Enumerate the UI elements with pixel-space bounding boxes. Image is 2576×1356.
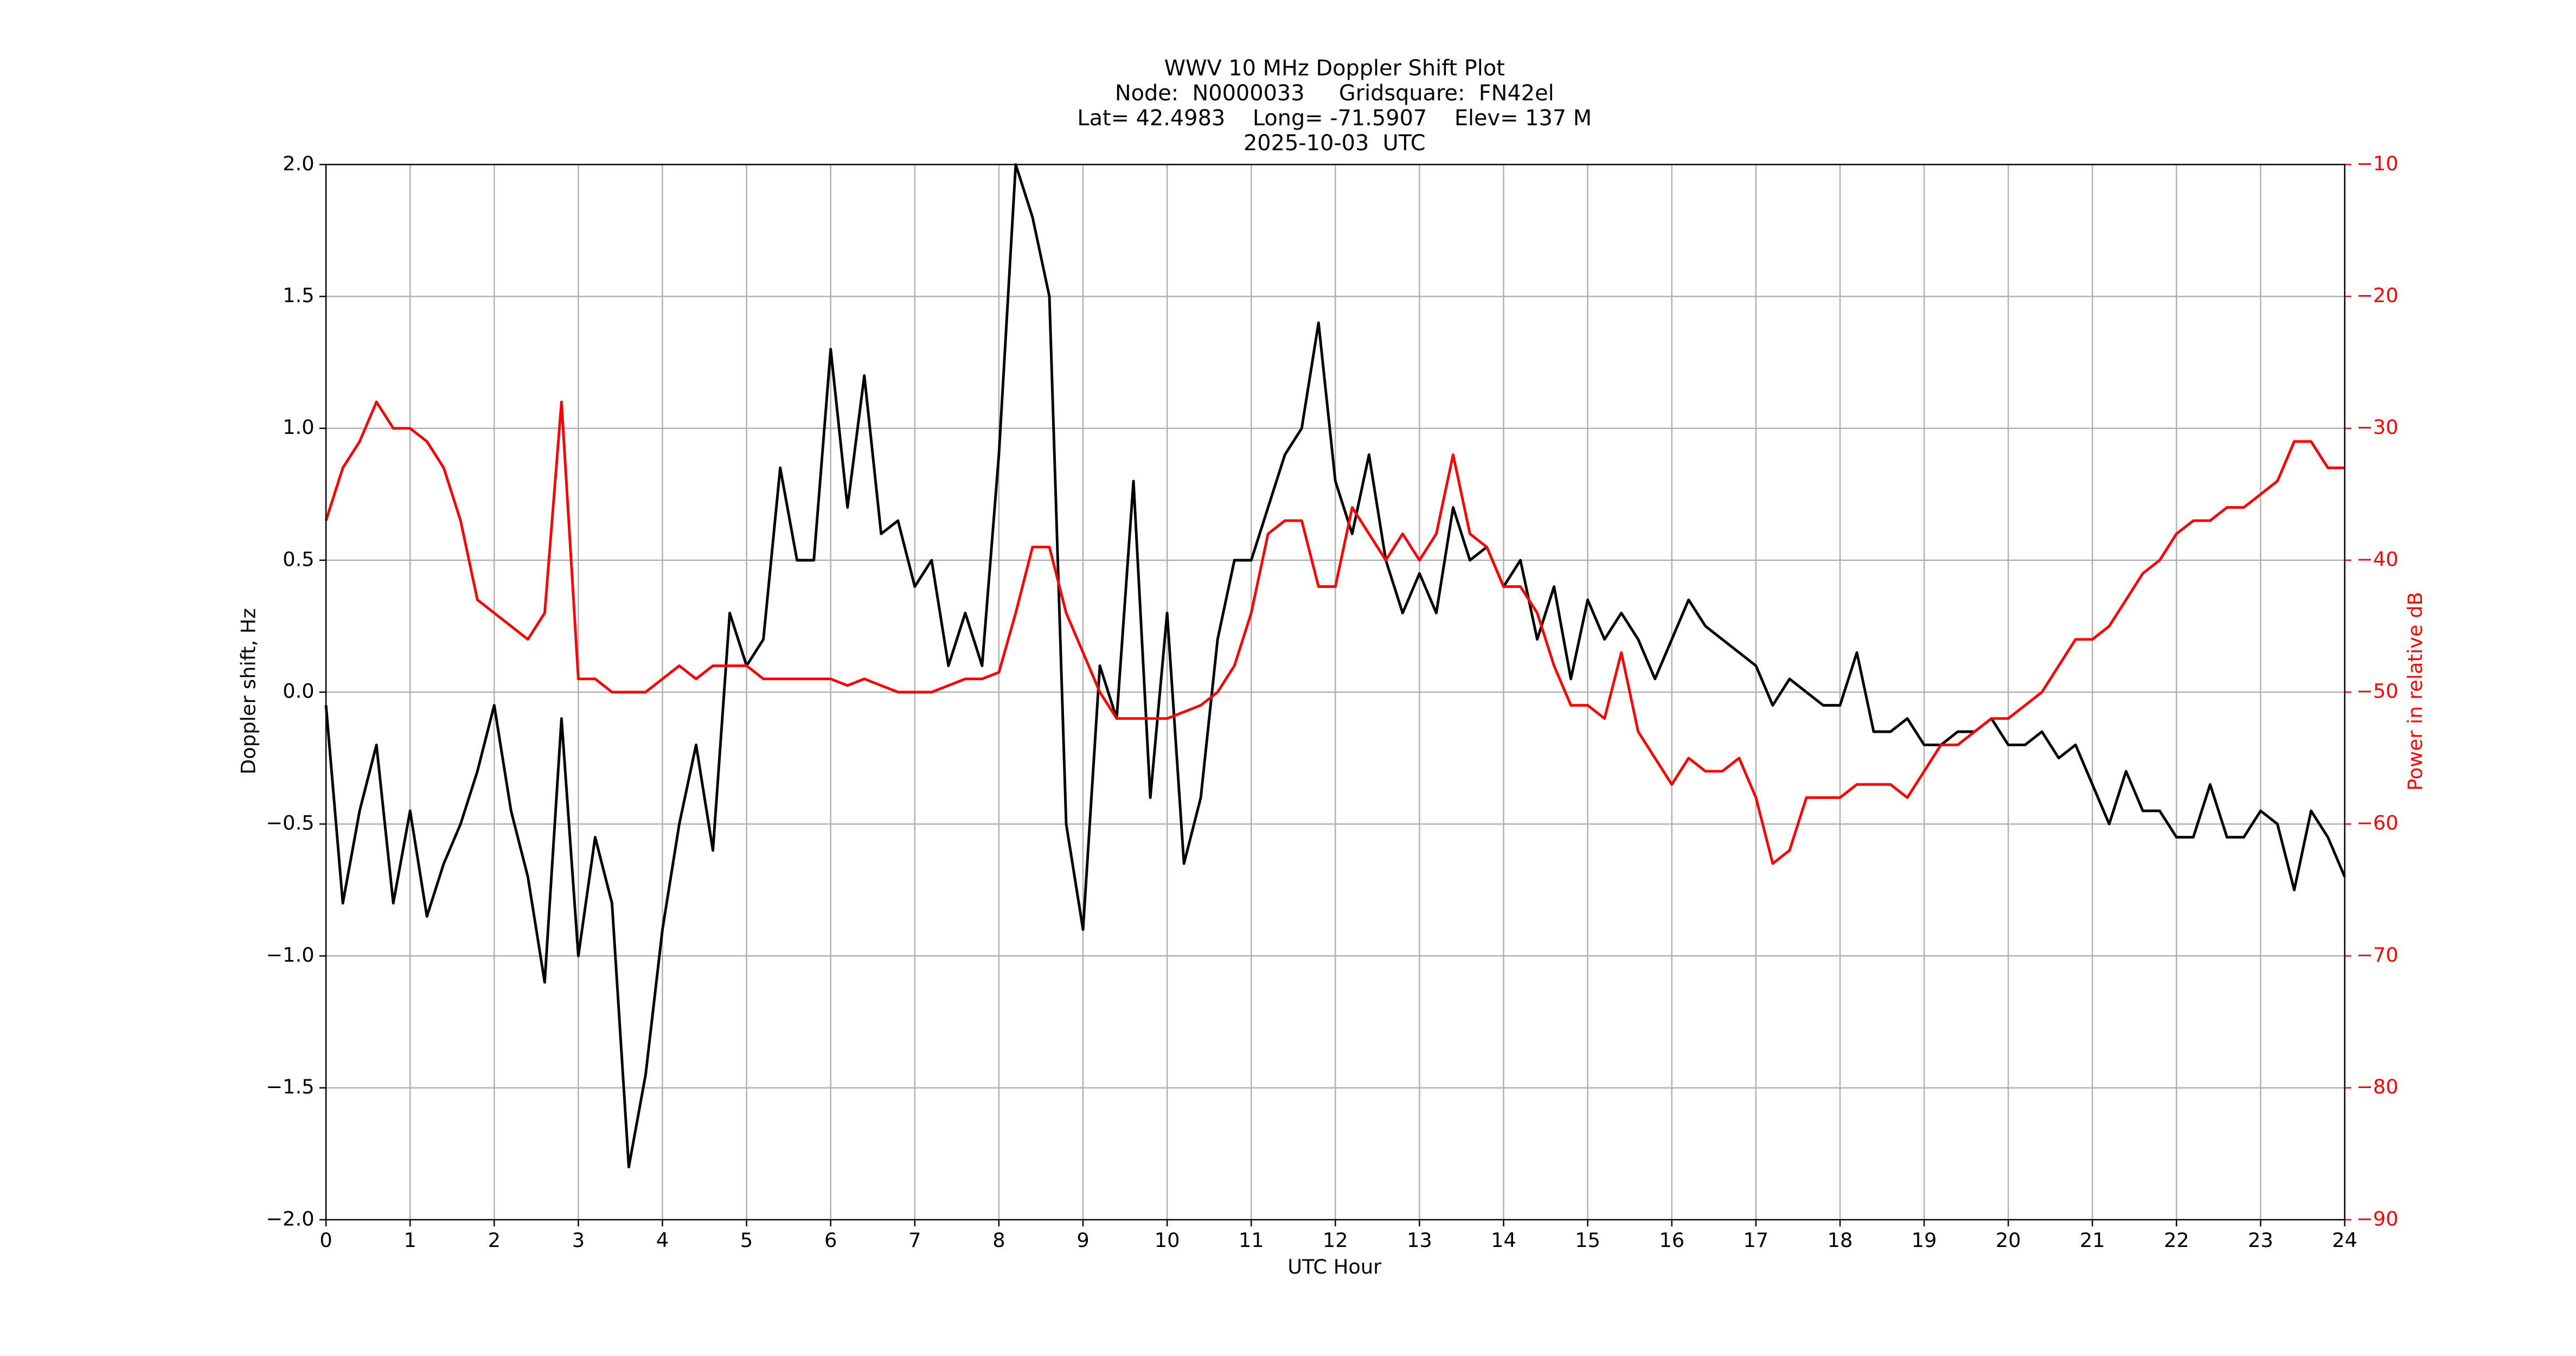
x-tick-label: 11 [1239, 1229, 1264, 1252]
x-tick-label: 6 [824, 1229, 837, 1252]
y-tick-label: −2.0 [266, 1207, 314, 1230]
x-tick-label: 3 [572, 1229, 585, 1252]
x-tick-label: 8 [992, 1229, 1005, 1252]
x-tick-label: 20 [1996, 1229, 2021, 1252]
x-tick-label: 12 [1323, 1229, 1348, 1252]
x-tick-label: 0 [319, 1229, 332, 1252]
x-tick-label: 23 [2248, 1229, 2273, 1252]
x-tick-label: 10 [1155, 1229, 1180, 1252]
x-tick-label: 16 [1659, 1229, 1684, 1252]
x-tick-label: 9 [1076, 1229, 1089, 1252]
y-tick-label: 0.0 [283, 680, 314, 703]
y2-tick-label: −60 [2356, 811, 2399, 835]
y2-axis-label: Power in relative dB [2404, 592, 2427, 791]
x-tick-label: 19 [1912, 1229, 1937, 1252]
plot-frame [325, 164, 2346, 1220]
chart-title: Lat= 42.4983 Long= -71.5907 Elev= 137 M [1077, 106, 1592, 131]
y2-tick-label: −70 [2356, 943, 2399, 967]
x-tick-label: 21 [2080, 1229, 2105, 1252]
y2-tick-label: −10 [2356, 152, 2399, 175]
y-tick-label: 2.0 [283, 152, 314, 175]
y2-tick-label: −90 [2356, 1207, 2399, 1230]
x-tick-label: 7 [908, 1229, 921, 1252]
chart-title: WWV 10 MHz Doppler Shift Plot [1164, 56, 1505, 81]
y2-tick-label: −30 [2356, 415, 2399, 439]
x-tick-label: 2 [488, 1229, 501, 1252]
x-tick-label: 22 [2164, 1229, 2189, 1252]
chart-title: Node: N0000033 Gridsquare: FN42el [1115, 81, 1554, 106]
y-axis-label: Doppler shift, Hz [237, 608, 260, 775]
x-tick-label: 1 [404, 1229, 416, 1252]
x-tick-label: 15 [1575, 1229, 1600, 1252]
x-tick-label: 24 [2332, 1229, 2357, 1252]
y-tick-label: 0.5 [283, 547, 314, 571]
x-tick-label: 5 [740, 1229, 753, 1252]
y-tick-label: 1.0 [283, 415, 314, 439]
y-tick-label: −1.0 [266, 943, 314, 967]
x-tick-label: 18 [1828, 1229, 1853, 1252]
data-line [324, 163, 2346, 1168]
x-tick-label: 13 [1407, 1229, 1432, 1252]
y-tick-label: −0.5 [266, 811, 314, 835]
x-axis-label: UTC Hour [1287, 1255, 1382, 1278]
data-line [324, 400, 2345, 865]
y-tick-label: 1.5 [283, 284, 314, 307]
y-tick-label: −1.5 [266, 1075, 314, 1098]
y2-tick-label: −50 [2356, 680, 2399, 703]
x-tick-label: 14 [1491, 1229, 1516, 1252]
y2-tick-label: −40 [2356, 547, 2399, 571]
y2-tick-label: −80 [2356, 1075, 2399, 1098]
x-tick-label: 17 [1743, 1229, 1768, 1252]
y2-tick-label: −20 [2356, 284, 2399, 307]
chart-title: 2025-10-03 UTC [1244, 131, 1426, 156]
x-tick-label: 4 [656, 1229, 669, 1252]
